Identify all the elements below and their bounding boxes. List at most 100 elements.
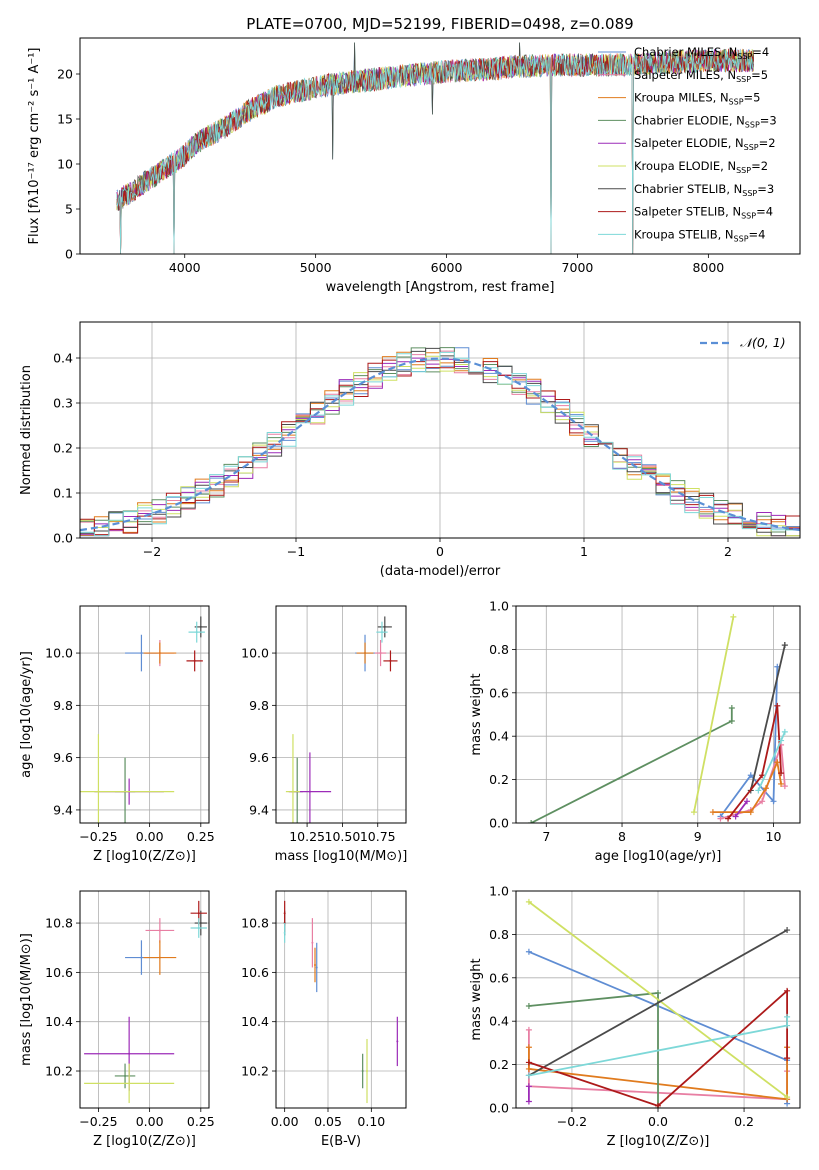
spectrum-ytick-label-1: 5 [65,202,73,217]
mass_weight_vs_Z-marker-salpeter_elodie [525,1083,532,1090]
age_vs_mass-frame [275,605,407,824]
residuals-ytick-label-4: 0.4 [53,351,73,366]
legend-label-main: Salpeter MILES, N [634,68,736,82]
mass_weight_vs_age-marker-kroupa_stelib [778,737,785,744]
mass_weight_vs_age-marker-kroupa_stelib [755,787,762,794]
mass_vs_Z-axes: −0.25 0.00 0.25 10.2 10.4 10.6 10.8 Z [log10(Z/… [19,891,215,1149]
mass_weight_vs_Z-marker-chabrier_elodie [655,989,661,996]
mass_vs_Z-ytick-label-3: 10.8 [45,916,73,931]
mass_weight_vs_age-xlabel: age [log10(age/yr)] [595,849,722,864]
mass_weight_vs_age-marker-salpeter_stelib [759,772,766,779]
mass_weight_vs_age-ytick-label-3: 0.6 [489,685,509,700]
residuals-xlabel: (data-model)/error [380,564,501,579]
age_vs_Z-frame [79,605,210,824]
mass_vs_ebv-frame [275,890,407,1109]
spectrum-axes: 4000 5000 6000 7000 8000 0 5 10 15 20 wavelength [… [27,48,724,296]
age_vs_Z-xlabel: Z [log10(Z/Z⊙)] [93,849,196,864]
mass_vs_ebv-point-salpeter_elodie [396,1040,399,1043]
age_vs_mass-point-salpeter_miles [379,652,382,655]
mass_vs_ebv-ytick-label-1: 10.4 [241,1014,269,1029]
mass_weight_vs_Z-marker-kroupa_miles [525,1065,532,1072]
legend-label-sub: SSP [737,52,752,61]
residuals-xtick-label-4: 2 [724,544,732,559]
age_vs_Z-point-kroupa_elodie [97,790,100,793]
legend-label-sub: SSP [736,75,751,84]
legend-label-chabrier_elodie: Chabrier ELODIE, NSSP=3 [634,113,777,129]
legend-label-main: Chabrier STELIB, N [634,182,742,196]
spectrum-ytick-label-3: 15 [57,112,73,127]
age_vs_Z-ytick-label-1: 9.6 [53,750,73,765]
age_vs_mass-xtick-label-2: 10.75 [360,829,396,844]
mass_vs_ebv-plot [283,900,399,1104]
mass_weight_vs_Z-ytick-label-1: 0.2 [489,1057,509,1072]
residuals-gaussian-curve [80,357,800,532]
mass_weight_vs_Z-marker-salpeter_stelib [784,1055,791,1062]
age_vs_mass-xlabel: mass [log10(M/M⊙)] [275,849,408,864]
legend-label-sub: SSP [744,143,759,152]
mass_weight_vs_Z-line-chabrier_stelib [528,929,788,1077]
mass_weight_vs_Z-marker-salpeter_elodie [525,1098,532,1105]
spectrum-ytick-label-4: 20 [57,67,73,82]
mass_vs_Z-point-kroupa_miles [158,956,161,959]
mass_vs_Z-ylabel: mass [log10(M/M⊙)] [19,933,34,1066]
mass_vs_ebv-xtick-label-1: 0.05 [314,1114,342,1129]
residuals-ytick-label-0: 0.0 [53,531,73,546]
mass_weight_vs_Z-marker-chabrier_elodie [525,1003,532,1010]
mass_weight_vs_Z-marker-kroupa_stelib [525,1072,532,1079]
mass_weight_vs_age-axes: 7 8 9 10 0.0 0.2 0.4 0.6 0.8 1.0 age [log10(age/yr… [469,599,800,864]
spectrum-line-kroupa_stelib [116,48,754,254]
mass_weight_vs_Z-marker-chabrier_stelib [784,927,791,934]
mass_vs_Z-xlabel: Z [log10(Z/Z⊙)] [93,1134,196,1149]
age_vs_mass-point-chabrier_stelib [383,625,386,628]
mass_vs_Z-xtick-label-0: −0.25 [79,1114,117,1129]
age_vs_Z-point-salpeter_stelib [193,659,196,662]
mass_vs_Z-point-chabrier_elodie [124,1074,127,1077]
mass_weight_vs_age-marker-chabrier_miles [770,798,777,805]
mass_weight_vs_age-ytick-label-0: 0.0 [489,816,509,831]
legend-label-sub: SSP [734,234,749,243]
mass_vs_Z-point-salpeter_miles [158,929,161,932]
mass_weight_vs_Z-marker-kroupa_stelib [784,1022,791,1029]
mass_weight_vs_Z-xlabel: Z [log10(Z/Z⊙)] [607,1134,710,1149]
legend-label-tail: =4 [756,205,773,219]
age_vs_mass-ytick-label-1: 9.6 [249,750,269,765]
legend-label-main: Salpeter STELIB, N [634,205,741,219]
age_vs_Z-point-kroupa_miles [158,652,161,655]
spectrum-ytick-label-2: 10 [57,157,73,172]
spectrum-ylabel: Flux [fλ10⁻¹⁷ erg cm⁻² s⁻¹ A⁻¹] [27,48,42,245]
legend-label-tail: =4 [752,45,769,59]
age_vs_Z-xtick-label-1: 0.00 [136,829,164,844]
mass_weight_vs_Z-line-chabrier_elodie [528,992,659,1108]
mass_vs_Z-ytick-label-2: 10.6 [45,965,73,980]
mass_vs_Z-point-kroupa_stelib [197,926,200,929]
legend-label-tail: =2 [751,159,768,173]
mass_weight_vs_Z-marker-kroupa_stelib [784,1013,791,1020]
age_vs_mass-axes: 10.25 10.50 10.75 9.4 9.6 9.8 10.0 mass [log10(… [241,606,407,864]
mass_vs_ebv-point-salpeter_stelib [283,912,286,915]
legend-label-main: Kroupa ELODIE, N [634,159,736,173]
legend-label-tail: =5 [744,91,761,105]
residuals-xtick-label-1: −1 [287,544,305,559]
mass_vs_Z-point-salpeter_stelib [197,912,200,915]
mass_weight_vs_age-marker-kroupa_stelib [781,728,788,735]
mass_vs_ebv-ytick-label-0: 10.2 [241,1064,269,1079]
mass_vs_ebv-point-salpeter_miles [311,941,314,944]
mass_vs_ebv-axes: 0.00 0.05 0.10 10.2 10.4 10.6 10.8 E(B-V) [241,891,406,1149]
mass_weight_vs_age-marker-kroupa_miles [774,759,781,766]
spectrum-title: PLATE=0700, MJD=52199, FIBERID=0498, z=0… [246,15,633,33]
legend-label-sub: SSP [741,212,756,221]
spectrum-xtick-label-0: 4000 [169,260,201,275]
mass_weight_vs_age-marker-chabrier_stelib [781,642,788,649]
age_vs_mass-point-kroupa_elodie [291,790,294,793]
mass_vs_Z-ytick-label-0: 10.2 [45,1064,73,1079]
mass_weight_vs_age-line-chabrier_stelib [749,644,786,791]
age_vs_Z-ytick-label-3: 10.0 [45,646,73,661]
mass_vs_ebv-xtick-label-2: 0.10 [357,1114,385,1129]
spectrum-xtick-label-1: 5000 [300,260,332,275]
mass_weight_vs_Z-marker-salpeter_miles [525,1026,532,1033]
residuals-legend: 𝒩(0, 1) [700,335,786,350]
age_vs_mass-point-salpeter_stelib [389,659,392,662]
age_vs_Z-plot [80,616,207,823]
legend-label-sub: SSP [745,120,760,129]
